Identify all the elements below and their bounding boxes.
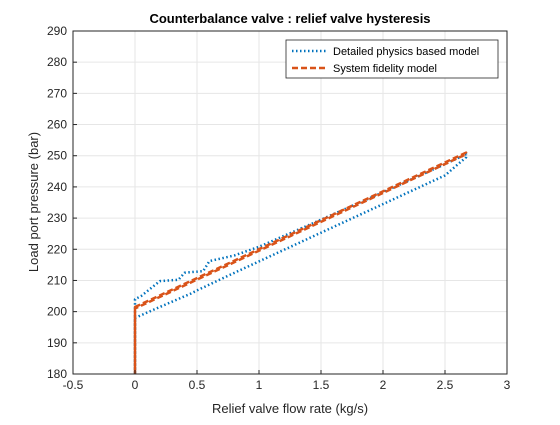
y-tick-label: 190 <box>47 336 67 350</box>
y-axis-label: Load port pressure (bar) <box>26 132 41 272</box>
x-tick-label: 1.5 <box>313 378 330 392</box>
y-tick-label: 200 <box>47 305 67 319</box>
x-tick-label: 0.5 <box>189 378 206 392</box>
y-tick-label: 230 <box>47 211 67 225</box>
series-group <box>133 151 468 374</box>
y-tick-label: 270 <box>47 86 67 100</box>
axes-background <box>73 31 507 374</box>
x-tick-label: 0 <box>132 378 139 392</box>
y-tick-label: 180 <box>47 367 67 381</box>
series-line-system-fidelity <box>133 151 468 374</box>
axes-box <box>72 30 508 375</box>
y-tick-label: 250 <box>47 149 67 163</box>
x-tick-label: 2 <box>380 378 387 392</box>
legend: Detailed physics based model System fide… <box>285 39 499 79</box>
chart-title: Counterbalance valve : relief valve hyst… <box>149 11 430 26</box>
legend-label-system: System fidelity model <box>333 63 437 75</box>
legend-label-detailed: Detailed physics based model <box>333 46 479 58</box>
x-tick-label: 1 <box>256 378 263 392</box>
y-tick-label: 280 <box>47 55 67 69</box>
y-tick-label: 220 <box>47 242 67 256</box>
x-tick-label: 3 <box>504 378 511 392</box>
x-axis-label: Relief valve flow rate (kg/s) <box>212 401 368 416</box>
y-tick-label: 290 <box>47 24 67 38</box>
x-tick-label: 2.5 <box>437 378 454 392</box>
tick-group: -0.5 0 0.5 1 1.5 2 2.5 3 180 190 200 210 220 230 240 25… <box>47 24 511 392</box>
series-line-detailed-physics <box>133 152 468 374</box>
y-tick-label: 260 <box>47 118 67 132</box>
legend-box <box>285 39 499 79</box>
y-tick-label: 210 <box>47 273 67 287</box>
x-tick-label: -0.5 <box>63 378 84 392</box>
y-tick-label: 240 <box>47 180 67 194</box>
grid-lines <box>72 30 508 375</box>
